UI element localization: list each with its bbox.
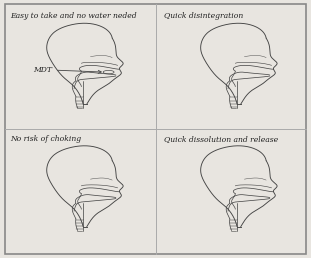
Text: Quick disintegration: Quick disintegration bbox=[164, 12, 244, 20]
Text: No risk of choking: No risk of choking bbox=[10, 135, 81, 143]
Text: Easy to take and no water neded: Easy to take and no water neded bbox=[10, 12, 137, 20]
Text: Quick dissolution and release: Quick dissolution and release bbox=[164, 135, 278, 143]
Text: MDT: MDT bbox=[33, 66, 101, 74]
